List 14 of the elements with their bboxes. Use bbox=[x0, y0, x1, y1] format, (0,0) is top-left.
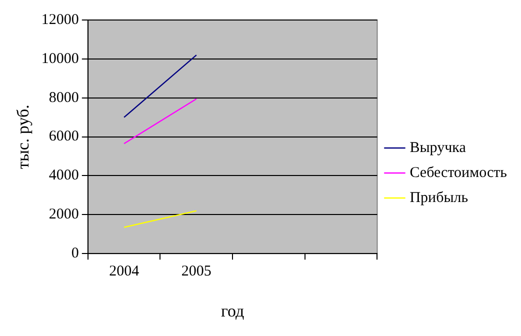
y-tick-label: 8000 bbox=[48, 90, 79, 106]
x-axis-title: год bbox=[220, 301, 245, 320]
legend-label: Себестоимость bbox=[410, 164, 508, 181]
legend-label: Прибыль bbox=[410, 190, 468, 206]
y-axis-title: тыс. руб. bbox=[14, 104, 33, 169]
legend-label: Выручка bbox=[410, 140, 466, 156]
y-tick-label: 10000 bbox=[41, 50, 79, 67]
y-tick-label: 4000 bbox=[48, 168, 79, 184]
y-tick-label: 6000 bbox=[48, 128, 79, 145]
y-tick-label: 12000 bbox=[41, 12, 79, 28]
x-tick-label: 2004 bbox=[109, 264, 140, 280]
y-tick-label: 2000 bbox=[48, 206, 79, 223]
y-tick-label: 0 bbox=[71, 246, 79, 262]
x-tick-label: 2005 bbox=[181, 264, 212, 280]
